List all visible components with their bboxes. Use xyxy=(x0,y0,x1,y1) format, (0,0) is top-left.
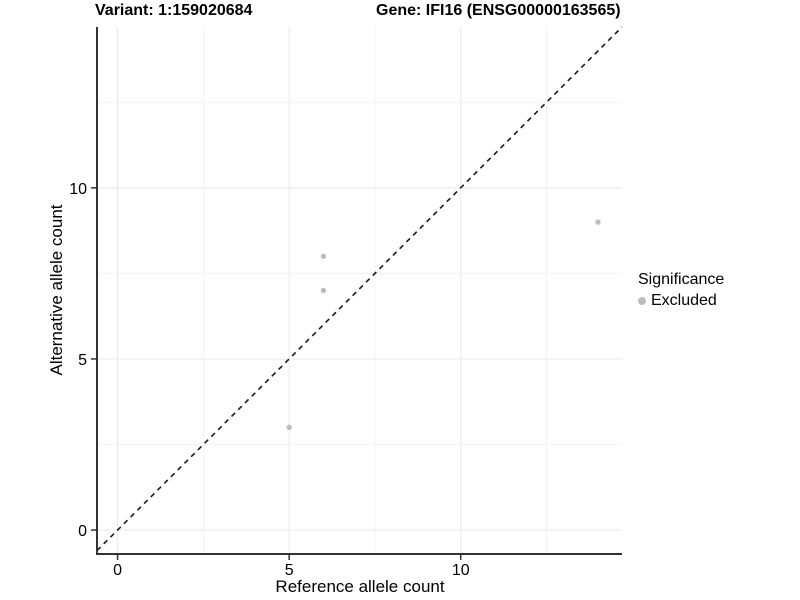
data-point xyxy=(286,424,292,431)
data-point xyxy=(320,287,327,294)
x-tick-label: 10 xyxy=(452,562,470,579)
data-point xyxy=(320,253,327,259)
data-point xyxy=(595,219,601,225)
y-tick-label: 0 xyxy=(78,523,87,540)
x-axis-title: Reference allele count xyxy=(275,577,445,596)
legend-point-icon xyxy=(638,297,646,305)
legend-item-excluded: Excluded xyxy=(638,292,724,310)
plot-title-gene: Gene: IFI16 (ENSG00000163565) xyxy=(376,2,621,19)
legend-item-label: Excluded xyxy=(651,292,717,309)
legend: Significance Excluded xyxy=(638,271,724,310)
legend-title: Significance xyxy=(638,271,725,288)
y-axis-title: Alternative allele count xyxy=(47,204,66,376)
y-tick-label: 10 xyxy=(69,181,87,198)
x-tick-label: 0 xyxy=(113,562,122,579)
x-tick-label: 5 xyxy=(285,562,294,579)
plot-title-variant: Variant: 1:159020684 xyxy=(95,2,253,19)
y-tick-label: 5 xyxy=(78,352,87,369)
identity-line xyxy=(96,26,623,552)
